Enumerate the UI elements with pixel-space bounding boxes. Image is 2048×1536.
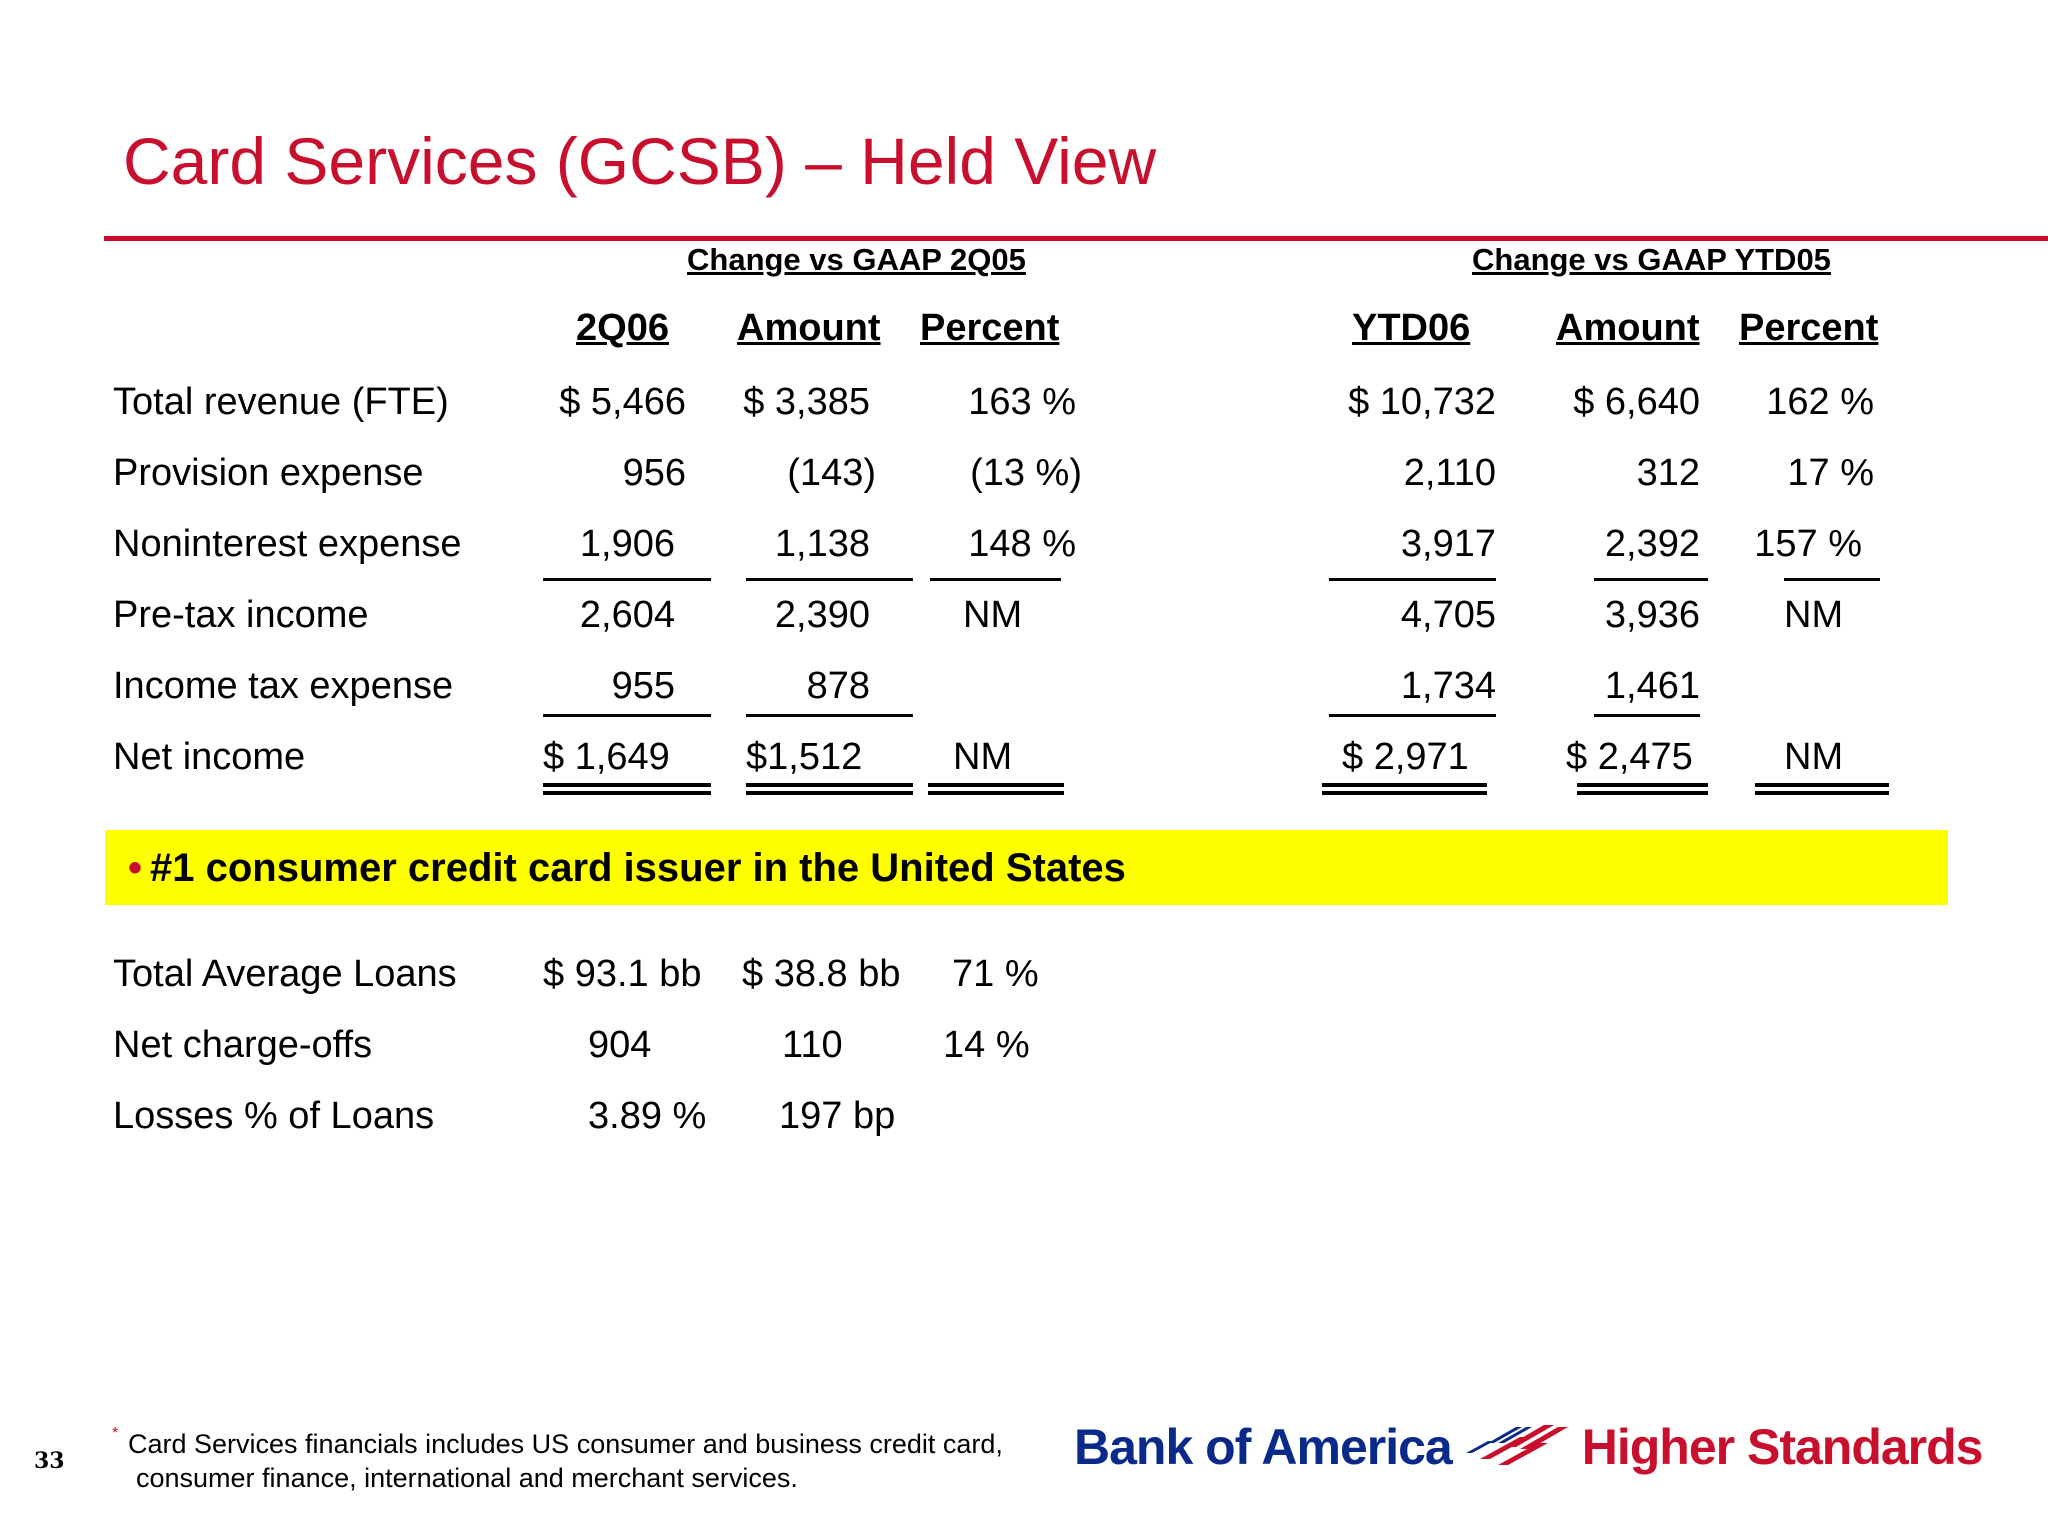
cell: 3,936 <box>1604 594 1700 636</box>
cell: 2,110 <box>1403 452 1496 494</box>
cell: $ 3,385 <box>743 381 870 423</box>
cell: 148 % <box>968 523 1076 565</box>
footnote: * Card Services financials includes US c… <box>112 1425 1003 1496</box>
loans-cell: 110 <box>782 1024 843 1066</box>
tagline: Higher Standards <box>1581 1419 1984 1475</box>
row-label: Net income <box>113 736 306 778</box>
loans-row-label: Net charge-offs <box>113 1024 373 1066</box>
row-label: Provision expense <box>113 452 424 494</box>
loans-row-label: Total Average Loans <box>113 953 457 995</box>
cell: $1,512 <box>746 736 863 778</box>
col-header-ytd06: YTD06 <box>1352 307 1471 349</box>
row-label: Noninterest expense <box>113 523 462 565</box>
cell: NM <box>963 594 1023 636</box>
cell: NM <box>1784 736 1844 778</box>
col-header-percent-2q: Percent <box>920 307 1060 349</box>
col-header-amount-2q: Amount <box>737 307 881 349</box>
loans-cell: 3.89 % <box>588 1095 707 1137</box>
cell: 956 <box>622 452 686 494</box>
highlight-band <box>105 830 1948 905</box>
cell: $ 1,649 <box>543 736 670 778</box>
cell: NM <box>953 736 1013 778</box>
cell: 163 % <box>968 381 1076 423</box>
cell: 1,734 <box>1400 665 1496 707</box>
total-rule <box>928 783 1064 795</box>
bank-name: Bank of America <box>1074 1419 1453 1475</box>
row-label: Income tax expense <box>113 665 454 707</box>
cell: $ 5,466 <box>559 381 686 423</box>
subtotal-rule <box>1329 578 1496 581</box>
subtotal-rule <box>746 714 913 717</box>
cell: 157 % <box>1754 523 1862 565</box>
total-rule <box>1322 783 1487 795</box>
cell: 2,392 <box>1604 523 1700 565</box>
subtotal-rule <box>543 578 711 581</box>
cell: 2,604 <box>579 594 675 636</box>
col-header-amount-ytd: Amount <box>1556 307 1700 349</box>
subtotal-rule <box>1594 578 1708 581</box>
cell: 1,461 <box>1604 665 1700 707</box>
highlight-label: #1 consumer credit card issuer in the Un… <box>150 846 1126 890</box>
row-label: Total revenue (FTE) <box>113 381 449 423</box>
subtotal-rule <box>543 714 711 717</box>
cell: 3,917 <box>1400 523 1496 565</box>
cell: (13 %) <box>970 452 1082 494</box>
cell: 2,390 <box>774 594 870 636</box>
cell: 1,906 <box>579 523 675 565</box>
footnote-line-2: consumer finance, international and merc… <box>136 1462 798 1493</box>
cell: 17 % <box>1787 452 1874 494</box>
loans-cell: $ 93.1 bb <box>543 953 702 995</box>
cell: 955 <box>611 665 675 707</box>
cell: $ 6,640 <box>1573 381 1700 423</box>
cell: 4,705 <box>1400 594 1496 636</box>
col-header-2q06: 2Q06 <box>576 307 669 349</box>
subtotal-rule <box>1784 578 1880 581</box>
cell: 312 <box>1636 452 1700 494</box>
row-label: Pre-tax income <box>113 594 369 636</box>
subtotal-rule <box>746 578 913 581</box>
subtotal-rule <box>1594 714 1700 717</box>
subtotal-rule <box>1329 714 1496 717</box>
total-rule <box>543 783 711 795</box>
loans-cell: $ 38.8 bb <box>742 953 901 995</box>
page-number: 33 <box>34 1448 65 1474</box>
total-rule <box>746 783 913 795</box>
title-rule <box>104 236 2048 241</box>
loans-cell: 71 % <box>952 953 1039 995</box>
loans-cell: 904 <box>588 1024 652 1066</box>
cell: 162 % <box>1766 381 1874 423</box>
flag-icon <box>1465 1425 1568 1465</box>
cell: 1,138 <box>774 523 870 565</box>
loans-cell: 197 bp <box>779 1095 896 1137</box>
total-rule <box>1577 783 1708 795</box>
cell: NM <box>1784 594 1844 636</box>
footnote-line-1: Card Services financials includes US con… <box>128 1429 1003 1459</box>
cell: 878 <box>806 665 870 707</box>
footnote-marker: * <box>112 1425 119 1442</box>
col-header-percent-ytd: Percent <box>1739 307 1879 349</box>
bullet: • <box>128 846 143 890</box>
cell: $ 10,732 <box>1348 381 1496 423</box>
slide-title: Card Services (GCSB) – Held View <box>123 124 1157 198</box>
group-header-ytd05: Change vs GAAP YTD05 <box>1472 242 1831 277</box>
cell: (143) <box>787 452 876 494</box>
total-rule <box>1755 783 1889 795</box>
loans-cell: 14 % <box>943 1024 1030 1066</box>
group-header-2q05: Change vs GAAP 2Q05 <box>687 242 1026 277</box>
highlight-text: • #1 consumer credit card issuer in the U… <box>128 848 1126 888</box>
bank-of-america-logo: Bank of America Higher Standards <box>1074 1418 1984 1486</box>
loans-row-label: Losses % of Loans <box>113 1095 435 1137</box>
cell: $ 2,971 <box>1342 736 1469 778</box>
subtotal-rule <box>930 578 1061 581</box>
cell: $ 2,475 <box>1566 736 1693 778</box>
